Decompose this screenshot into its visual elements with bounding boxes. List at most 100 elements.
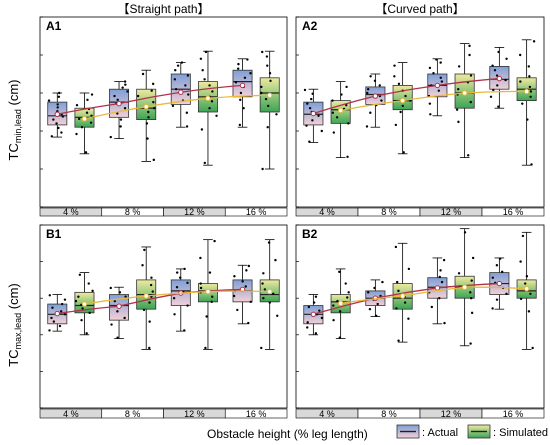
data-point-simulated bbox=[331, 99, 334, 102]
data-point-simulated bbox=[85, 111, 89, 114]
data-point-simulated bbox=[394, 123, 398, 127]
category-label: 12 % bbox=[441, 207, 462, 217]
mean-marker-simulated bbox=[461, 284, 468, 290]
data-point-actual bbox=[58, 91, 61, 95]
mean-marker-actual bbox=[496, 280, 503, 287]
data-point-simulated bbox=[213, 239, 216, 243]
panels: 4 % 8 % 12 % 16 % A1 【Straight path】 4 % 8 % 12 … bbox=[39, 2, 545, 419]
data-point-simulated bbox=[152, 100, 155, 104]
data-point-simulated bbox=[402, 151, 405, 154]
data-point-simulated bbox=[208, 271, 212, 274]
data-point-actual bbox=[113, 94, 116, 98]
data-point-actual bbox=[374, 314, 378, 317]
data-point-simulated bbox=[91, 289, 94, 293]
mean-marker-simulated bbox=[267, 288, 273, 295]
data-point-actual bbox=[491, 276, 494, 279]
data-point-actual bbox=[119, 118, 123, 121]
data-point-actual bbox=[497, 50, 500, 54]
mean-marker-simulated bbox=[523, 88, 530, 95]
data-point-simulated bbox=[532, 40, 536, 43]
data-point-simulated bbox=[336, 299, 339, 303]
data-point-simulated bbox=[145, 122, 149, 125]
data-point-simulated bbox=[147, 110, 150, 114]
data-point-actual bbox=[61, 115, 65, 118]
data-point-actual bbox=[381, 280, 384, 284]
data-point-simulated bbox=[81, 307, 84, 310]
data-point-actual bbox=[380, 99, 383, 102]
data-point-actual bbox=[113, 299, 117, 303]
data-point-actual bbox=[367, 291, 370, 294]
data-point-actual bbox=[173, 78, 177, 81]
data-point-simulated bbox=[266, 64, 269, 67]
data-point-simulated bbox=[88, 311, 91, 315]
category-cell bbox=[224, 408, 288, 419]
data-point-actual bbox=[57, 95, 61, 99]
category-label: 4 % bbox=[63, 409, 79, 419]
data-point-simulated bbox=[151, 290, 154, 293]
data-point-simulated bbox=[272, 292, 275, 296]
data-point-simulated bbox=[469, 100, 472, 104]
data-point-simulated bbox=[205, 315, 208, 318]
data-point-simulated bbox=[203, 78, 206, 81]
mean-curve-simulated bbox=[84, 94, 270, 120]
category-label: 8 % bbox=[381, 207, 397, 217]
data-point-actual bbox=[504, 78, 507, 82]
mean-marker-simulated bbox=[337, 300, 344, 307]
data-point-simulated bbox=[407, 317, 410, 320]
mean-marker-actual bbox=[496, 75, 503, 82]
data-point-simulated bbox=[346, 296, 349, 299]
data-point-simulated bbox=[141, 72, 145, 76]
data-point-actual bbox=[505, 292, 508, 296]
data-point-actual bbox=[306, 326, 309, 329]
data-point-simulated bbox=[199, 282, 202, 285]
data-point-actual bbox=[373, 79, 377, 83]
category-label: 4 % bbox=[319, 207, 335, 217]
data-point-actual bbox=[186, 304, 189, 307]
data-point-simulated bbox=[74, 299, 78, 303]
data-point-simulated bbox=[529, 95, 532, 99]
data-point-actual bbox=[173, 313, 176, 316]
y-axis-label-top: TCmin,lead (cm) bbox=[6, 80, 23, 161]
mean-curve-actual bbox=[313, 282, 500, 315]
data-point-simulated bbox=[519, 80, 522, 83]
data-point-simulated bbox=[401, 104, 404, 108]
data-point-simulated bbox=[262, 297, 265, 300]
mean-marker-actual bbox=[116, 100, 122, 107]
data-point-actual bbox=[241, 280, 244, 283]
data-point-actual bbox=[369, 111, 372, 114]
data-point-simulated bbox=[463, 231, 467, 234]
data-point-simulated bbox=[468, 44, 471, 48]
mean-marker-actual bbox=[310, 110, 317, 117]
data-point-simulated bbox=[210, 100, 214, 103]
data-point-actual bbox=[428, 102, 432, 105]
data-point-actual bbox=[63, 298, 67, 301]
data-point-actual bbox=[428, 66, 432, 70]
data-point-actual bbox=[246, 58, 249, 61]
data-point-actual bbox=[121, 86, 124, 89]
data-point-simulated bbox=[397, 289, 400, 293]
data-point-simulated bbox=[200, 128, 204, 131]
data-point-actual bbox=[432, 72, 435, 75]
data-point-actual bbox=[175, 286, 179, 289]
data-point-simulated bbox=[407, 267, 411, 271]
panel-id: B1 bbox=[46, 227, 62, 241]
data-point-actual bbox=[491, 307, 494, 310]
data-point-actual bbox=[185, 125, 189, 128]
data-point-simulated bbox=[262, 272, 265, 275]
data-point-actual bbox=[493, 69, 497, 72]
mean-marker-simulated bbox=[81, 116, 88, 122]
data-point-simulated bbox=[457, 272, 461, 275]
data-point-simulated bbox=[199, 286, 203, 290]
data-point-actual bbox=[365, 125, 369, 128]
data-point-simulated bbox=[261, 50, 264, 54]
data-point-actual bbox=[247, 321, 250, 325]
data-point-simulated bbox=[525, 275, 529, 278]
data-point-simulated bbox=[146, 137, 149, 140]
legend-label-simulated: : Simulated bbox=[493, 427, 548, 439]
data-point-actual bbox=[124, 295, 127, 298]
data-point-simulated bbox=[77, 117, 81, 121]
data-point-actual bbox=[172, 297, 176, 300]
mean-marker-simulated bbox=[81, 301, 88, 307]
data-point-actual bbox=[243, 76, 247, 80]
data-point-simulated bbox=[89, 121, 93, 124]
